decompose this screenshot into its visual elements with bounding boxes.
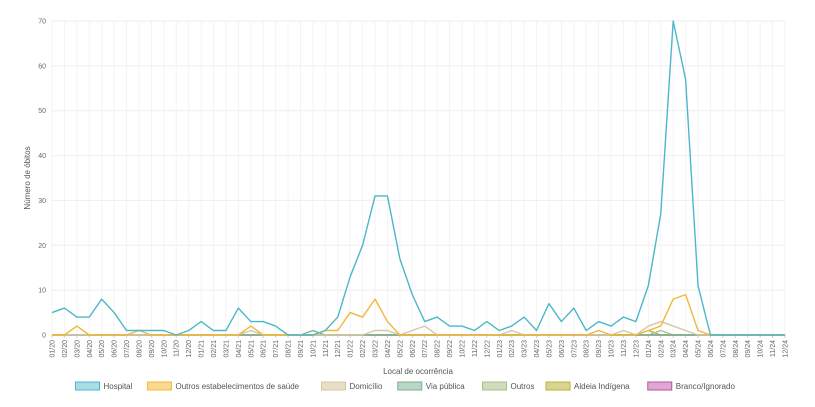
- series-line-domic-lio: [52, 320, 785, 336]
- x-tick-label: 12/24: [783, 340, 790, 358]
- x-tick-label: 02/20: [62, 340, 69, 358]
- x-tick-label: 12/21: [335, 340, 342, 358]
- x-tick-label: 11/23: [621, 340, 628, 357]
- legend-label: Hospital: [104, 382, 133, 391]
- x-tick-label: 08/22: [435, 340, 442, 358]
- legend-label: Branco/Ignorado: [676, 382, 736, 391]
- x-tick-label: 09/24: [745, 340, 752, 358]
- x-tick-label: 11/22: [472, 340, 479, 357]
- x-tick-label: 01/24: [646, 340, 653, 358]
- x-tick-label: 06/23: [559, 340, 566, 358]
- x-tick-label: 09/22: [447, 340, 454, 358]
- legend-label: Domicílio: [350, 382, 383, 391]
- legend-label: Aldeia Indígena: [574, 382, 630, 391]
- x-tick-label: 10/23: [609, 340, 616, 358]
- x-tick-label: 03/24: [671, 340, 678, 358]
- x-tick-label: 08/23: [584, 340, 591, 358]
- x-tick-label: 02/23: [509, 340, 516, 358]
- x-tick-label: 02/22: [360, 340, 367, 358]
- x-tick-label: 03/20: [74, 340, 81, 358]
- x-tick-label: 10/20: [161, 340, 168, 358]
- x-tick-label: 06/20: [112, 340, 119, 358]
- y-tick-label: 70: [38, 19, 46, 26]
- legend-swatch: [482, 381, 507, 391]
- series-line-outros-estabelecimentos-de-sa-de: [52, 293, 785, 336]
- x-tick-label: 04/23: [534, 340, 541, 358]
- x-tick-label: 03/21: [223, 340, 230, 358]
- legend: Hospital Outros estabelecimentos de saúde…: [75, 381, 736, 391]
- y-tick-label: 40: [38, 153, 46, 160]
- legend-label: Via pública: [426, 382, 466, 391]
- x-tick-label: 03/22: [373, 340, 380, 358]
- x-tick-label: 07/21: [273, 340, 280, 358]
- y-axis-title: Número de óbitos: [23, 146, 32, 209]
- x-tick-label: 05/21: [248, 340, 255, 358]
- x-tick-label: 06/21: [261, 340, 268, 358]
- x-tick-label: 04/22: [385, 340, 392, 358]
- legend-swatch: [147, 381, 172, 391]
- x-tick-label: 08/21: [286, 340, 293, 358]
- series-lines: [51, 20, 785, 336]
- x-tick-label: 01/23: [497, 340, 504, 358]
- x-tick-label: 01/22: [348, 340, 355, 358]
- x-tick-label: 04/20: [87, 340, 94, 358]
- x-tick-label: 07/20: [124, 340, 131, 358]
- legend-swatch: [545, 381, 571, 391]
- x-tick-label: 10/22: [459, 340, 466, 358]
- x-tick-label: 11/21: [323, 340, 330, 357]
- x-axis-title: Local de ocorrência: [383, 367, 453, 376]
- x-tick-label: 11/24: [770, 340, 777, 357]
- x-tick-label: 12/20: [186, 340, 193, 358]
- x-tick-label: 06/24: [708, 340, 715, 358]
- y-tick-label: 60: [38, 63, 46, 70]
- y-tick-label: 20: [38, 243, 46, 250]
- x-tick-label: 05/23: [546, 340, 553, 358]
- legend-swatch: [321, 381, 346, 391]
- series-line-hospital: [51, 20, 785, 336]
- legend-swatch: [397, 381, 423, 391]
- x-tick-label: 12/23: [633, 340, 640, 358]
- x-tick-label: 04/21: [236, 340, 243, 358]
- x-tick-label: 05/24: [696, 340, 703, 358]
- x-tick-label: 10/24: [758, 340, 765, 358]
- y-tick-label: 30: [38, 198, 46, 205]
- x-tick-label: 09/21: [298, 340, 305, 358]
- x-tick-label: 12/22: [484, 340, 491, 358]
- x-tick-label: 11/20: [174, 340, 181, 357]
- x-tick-label: 04/24: [683, 340, 690, 358]
- x-tick-label: 02/24: [658, 340, 665, 358]
- x-tick-label: 02/21: [211, 340, 218, 358]
- y-axis: 0 10 20 30 40 50 60 70: [38, 19, 46, 340]
- x-tick-label: 07/24: [720, 340, 727, 358]
- x-tick-label: 08/20: [136, 340, 143, 358]
- y-tick-label: 10: [38, 288, 46, 295]
- x-tick-label: 09/20: [149, 340, 156, 358]
- x-tick-label: 06/22: [410, 340, 417, 358]
- x-tick-label: 09/23: [596, 340, 603, 358]
- legend-label: Outros: [511, 382, 535, 391]
- x-tick-label: 03/23: [522, 340, 529, 358]
- x-tick-label: 07/22: [422, 340, 429, 358]
- x-tick-label: 01/20: [50, 340, 57, 358]
- grid: [51, 20, 786, 336]
- legend-swatch: [75, 381, 100, 391]
- y-tick-label: 50: [38, 108, 46, 115]
- legend-label: Outros estabelecimentos de saúde: [176, 382, 300, 391]
- x-tick-label: 07/23: [571, 340, 578, 358]
- x-tick-label: 05/20: [99, 340, 106, 358]
- x-tick-label: 01/21: [199, 340, 206, 358]
- x-axis: 01/20 02/20 03/20 04/20 05/20 06/20 07/20 08/20…: [50, 335, 790, 358]
- legend-swatch: [647, 381, 673, 391]
- x-tick-label: 08/24: [733, 340, 740, 358]
- x-tick-label: 05/22: [397, 340, 404, 358]
- y-tick-label: 0: [42, 333, 46, 340]
- x-tick-label: 10/21: [310, 340, 317, 358]
